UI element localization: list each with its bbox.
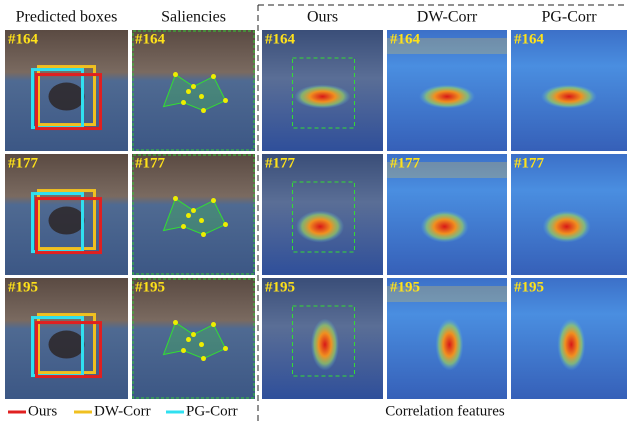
keypoint: [173, 72, 178, 77]
frame-label: #195: [8, 279, 38, 295]
keypoint: [181, 224, 186, 229]
heat-blob: [296, 211, 344, 243]
frame-label: #164: [265, 31, 296, 47]
column-header: Saliencies: [161, 9, 226, 26]
column-header: Ours: [307, 9, 338, 26]
keypoint: [191, 208, 196, 213]
heat-blob: [541, 85, 597, 109]
heat-blob: [557, 319, 585, 371]
keypoint: [199, 342, 204, 347]
legend-label: PG-Corr: [186, 403, 238, 419]
keypoint: [201, 356, 206, 361]
legend-label: Ours: [28, 403, 57, 419]
keypoint: [186, 89, 191, 94]
keypoint: [199, 94, 204, 99]
heat-blob: [295, 85, 351, 109]
frame-label: #177: [8, 155, 39, 171]
frame-label: #164: [135, 31, 166, 47]
heat-blob: [419, 85, 475, 109]
keypoint: [173, 320, 178, 325]
keypoint: [201, 232, 206, 237]
keypoint: [186, 337, 191, 342]
figure: Correlation features Predicted boxes Sali…: [0, 0, 627, 424]
frame-label: #164: [390, 31, 421, 47]
keypoint: [211, 322, 216, 327]
heat-blob: [543, 211, 591, 243]
heat-blob: [311, 319, 339, 371]
keypoint: [173, 196, 178, 201]
frame-label: #177: [265, 155, 296, 171]
heat-blob: [435, 319, 463, 371]
column-header: DW-Corr: [417, 9, 478, 26]
frame-label: #177: [514, 155, 545, 171]
frame-label: #195: [514, 279, 544, 295]
keypoint: [191, 84, 196, 89]
keypoint: [191, 332, 196, 337]
athlete: [49, 207, 85, 235]
frame-label: #177: [390, 155, 421, 171]
keypoint: [186, 213, 191, 218]
keypoint: [181, 100, 186, 105]
column-header: PG-Corr: [541, 9, 597, 26]
keypoint: [181, 348, 186, 353]
caption: Correlation features: [385, 403, 505, 419]
athlete: [49, 83, 85, 111]
keypoint: [223, 346, 228, 351]
frame-label: #195: [390, 279, 420, 295]
keypoint: [211, 74, 216, 79]
keypoint: [201, 108, 206, 113]
page: {"headers":["Predicted boxes","Saliencie…: [0, 0, 627, 424]
keypoint: [223, 98, 228, 103]
keypoint: [199, 218, 204, 223]
frame-label: #177: [135, 155, 166, 171]
athlete: [49, 331, 85, 359]
column-header: Predicted boxes: [16, 9, 118, 26]
frame-label: #195: [135, 279, 165, 295]
keypoint: [223, 222, 228, 227]
frame-label: #164: [8, 31, 39, 47]
heat-blob: [421, 211, 469, 243]
keypoint: [211, 198, 216, 203]
frame-label: #195: [265, 279, 295, 295]
frame-label: #164: [514, 31, 545, 47]
legend-label: DW-Corr: [94, 403, 151, 419]
